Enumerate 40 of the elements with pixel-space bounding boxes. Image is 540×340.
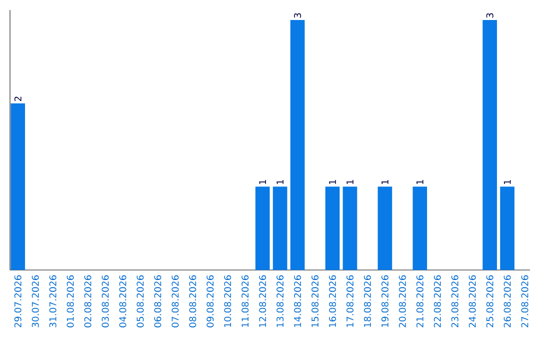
x-tick-label: 10.08.2026 xyxy=(224,275,232,327)
data-label: 1 xyxy=(346,180,354,184)
data-label: 1 xyxy=(329,180,336,184)
x-tick-label: 16.08.2026 xyxy=(328,275,336,327)
x-tick-label: 06.08.2026 xyxy=(154,275,162,328)
x-tick-label: 12.08.2026 xyxy=(259,275,266,327)
x-tick-label: 05.08.2026 xyxy=(136,275,144,328)
x-tick-label: 23.08.2026 xyxy=(451,275,458,328)
data-label: 1 xyxy=(416,180,424,184)
x-tick-label: 09.08.2026 xyxy=(206,275,214,328)
data-label: 1 xyxy=(504,180,511,184)
x-tick-label: 01.08.2026 xyxy=(66,275,74,328)
x-tick-label: 03.08.2026 xyxy=(102,275,109,328)
data-label: 2 xyxy=(14,96,22,102)
x-tick-label: 04.08.2026 xyxy=(119,275,126,328)
x-tick-label: 31.07.2026 xyxy=(49,275,56,328)
data-label: 1 xyxy=(382,180,388,184)
x-tick-label: 14.08.2026 xyxy=(294,275,302,327)
x-tick-label: 30.07.2026 xyxy=(32,275,39,328)
x-tick-label: 02.08.2026 xyxy=(84,275,92,328)
x-tick-label: 22.08.2026 xyxy=(434,275,441,328)
x-tick-label: 17.08.2026 xyxy=(346,275,354,327)
x-tick-label: 19.08.2026 xyxy=(381,275,388,327)
x-tick-label: 13.08.2026 xyxy=(276,275,284,327)
data-label: 1 xyxy=(276,180,284,184)
x-tick-label: 21.08.2026 xyxy=(416,275,424,328)
x-tick-label: 08.08.2026 xyxy=(189,275,196,328)
x-tick-label: 15.08.2026 xyxy=(312,275,319,327)
x-tick-label: 18.08.2026 xyxy=(364,275,371,327)
x-tick-label: 25.08.2026 xyxy=(486,275,494,328)
x-tick-label: 27.08.2026 xyxy=(521,275,528,328)
x-tick-label: 11.08.2026 xyxy=(242,275,249,327)
data-label: 3 xyxy=(486,13,494,18)
data-label: 1 xyxy=(259,180,266,184)
x-tick-label: 07.08.2026 xyxy=(172,275,179,328)
x-tick-label: 24.08.2026 xyxy=(468,275,476,328)
x-tick-label: 20.08.2026 xyxy=(398,275,406,328)
x-tick-label: 29.07.2026 xyxy=(14,275,22,328)
data-label: 3 xyxy=(294,13,302,18)
x-tick-label: 26.08.2026 xyxy=(504,275,511,328)
